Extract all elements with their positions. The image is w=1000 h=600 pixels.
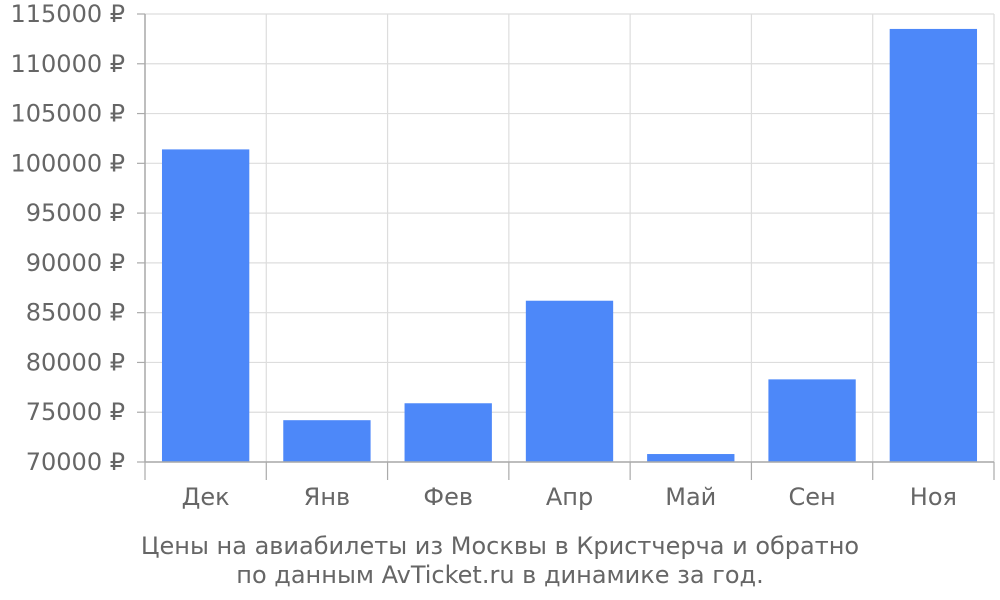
bar-2 <box>283 420 371 462</box>
y-tick-label: 110000 ₽ <box>10 50 125 78</box>
bar-3 <box>404 403 492 462</box>
x-tick-label: Фев <box>423 483 473 511</box>
caption-line-2: по данным AvTicket.ru в динамике за год. <box>236 561 764 589</box>
y-tick-label: 75000 ₽ <box>26 398 125 426</box>
axes <box>137 13 995 480</box>
y-tick-label: 90000 ₽ <box>26 249 125 277</box>
tick-labels: 70000 ₽ 75000 ₽ 80000 ₽ 85000 ₽ 90000 ₽ 95000… <box>10 0 956 511</box>
y-tick-label: 95000 ₽ <box>26 199 125 227</box>
bar-5 <box>647 454 735 462</box>
x-tick-label: Дек <box>182 483 230 511</box>
bar-4 <box>525 300 614 462</box>
y-tick-label: 105000 ₽ <box>10 100 125 128</box>
bar-1 <box>161 149 250 462</box>
x-tick-label: Май <box>665 483 716 511</box>
y-tick-label: 70000 ₽ <box>26 448 125 476</box>
x-tick-label: Апр <box>546 483 593 511</box>
x-tick-label: Сен <box>788 483 835 511</box>
y-tick-label: 80000 ₽ <box>26 348 125 376</box>
x-tick-label: Янв <box>304 483 351 511</box>
y-tick-label: 100000 ₽ <box>10 149 125 177</box>
y-tick-label: 85000 ₽ <box>26 299 125 327</box>
caption-line-1: Цены на авиабилеты из Москвы в Кристчерч… <box>140 532 860 560</box>
bar-7 <box>889 28 978 463</box>
chart-caption: Цены на авиабилеты из Москвы в Кристчерч… <box>0 532 1000 590</box>
bar-6 <box>768 379 856 462</box>
x-tick-label: Ноя <box>910 483 957 511</box>
bars <box>161 28 978 463</box>
y-tick-label: 115000 ₽ <box>10 0 125 28</box>
